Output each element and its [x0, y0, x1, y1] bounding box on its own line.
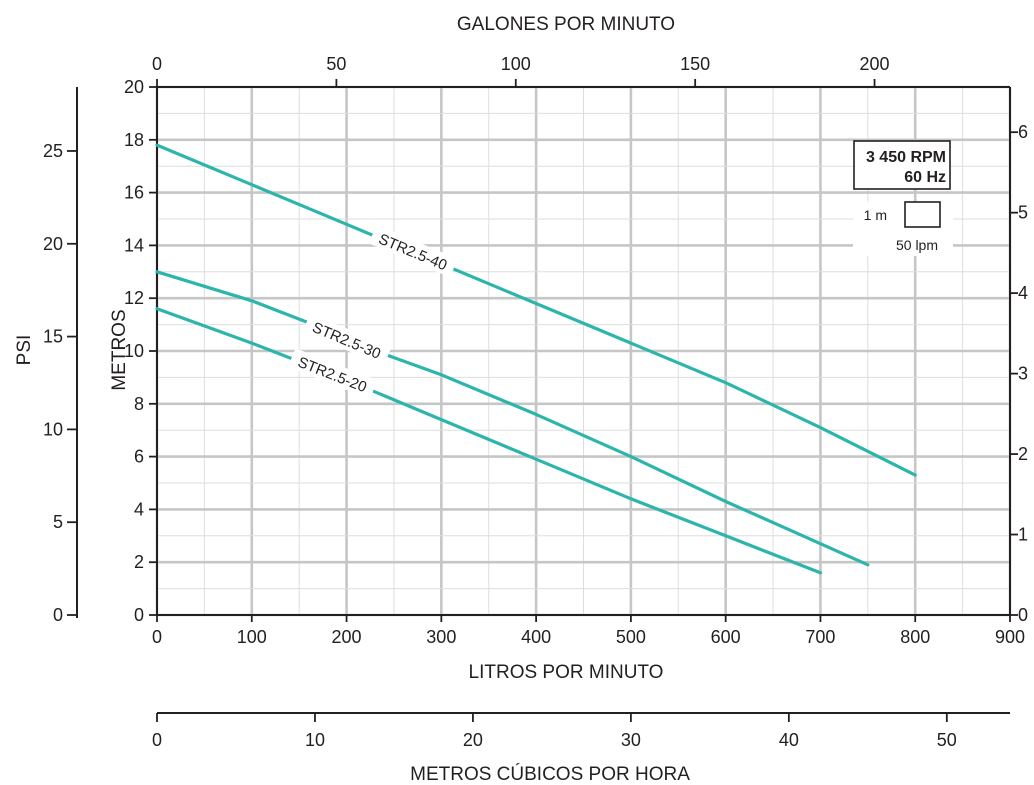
- y-tick-label: 20: [124, 77, 144, 97]
- psi-axis-title: PSI: [14, 335, 35, 366]
- m3h-tick-label: 50: [937, 730, 957, 750]
- y-tick-label: 12: [124, 288, 144, 308]
- psi-tick-label: 10: [43, 419, 63, 439]
- y-tick-label: 4: [134, 499, 144, 519]
- y-tick-label: 14: [124, 235, 144, 255]
- right-tick-label: 1: [1018, 525, 1028, 545]
- series-line-str2-5-40: [155, 143, 917, 477]
- x-tick-label: 0: [152, 627, 162, 647]
- x-tick-label: 400: [521, 627, 551, 647]
- scale-height-text: 1 m: [864, 207, 887, 223]
- scale-legend: 1 m 50 lpm: [853, 201, 953, 256]
- y-tick-label: 18: [124, 130, 144, 150]
- x-tick-label: 700: [805, 627, 835, 647]
- y-tick-label: 2: [134, 552, 144, 572]
- series-label-background: [369, 225, 457, 277]
- y-tick-label: 16: [124, 183, 144, 203]
- top-tick-label: 0: [152, 54, 162, 74]
- x-axis-title: LITROS POR MINUTO: [469, 662, 664, 683]
- y-tick-label: 6: [134, 447, 144, 467]
- psi-tick-label: 5: [53, 512, 63, 532]
- m3h-tick-label: 0: [152, 730, 162, 750]
- hz-text: 60 Hz: [904, 169, 946, 186]
- right-tick-label: 0: [1018, 605, 1028, 625]
- top-axis-title: GALONES POR MINUTO: [457, 14, 675, 35]
- right-tick-label: 2: [1018, 444, 1028, 464]
- psi-tick-label: 0: [53, 605, 63, 625]
- x-tick-label: 200: [332, 627, 362, 647]
- series-line-str2-5-30: [155, 270, 870, 567]
- psi-tick-label: 20: [43, 234, 63, 254]
- y-tick-label: 8: [134, 394, 144, 414]
- top-tick-label: 200: [860, 54, 890, 74]
- x-tick-label: 100: [237, 627, 267, 647]
- top-tick-label: 100: [501, 54, 531, 74]
- series-line-str2-5-20: [155, 307, 822, 575]
- rpm-text: 3 450 RPM: [866, 149, 946, 166]
- speed-annotation-box: 3 450 RPM 60 Hz: [853, 140, 951, 190]
- x-tick-label: 300: [426, 627, 456, 647]
- top-tick-label: 150: [680, 54, 710, 74]
- psi-tick-label: 25: [43, 141, 63, 161]
- bottom-axis-title: METROS CÚBICOS POR HORA: [410, 763, 690, 785]
- m3h-tick-label: 30: [621, 730, 641, 750]
- right-tick-label: 4: [1018, 283, 1028, 303]
- axes: 0 100 200 300 400 500 600 700 800 900024681012141…: [43, 54, 1028, 750]
- series-label-background: [288, 349, 377, 399]
- right-tick-label: 3: [1018, 364, 1028, 384]
- y-tick-label: 0: [134, 605, 144, 625]
- m3h-tick-label: 40: [779, 730, 799, 750]
- right-tick-label: 5: [1018, 203, 1028, 223]
- y-tick-label: 10: [124, 341, 144, 361]
- scale-width-text: 50 lpm: [896, 237, 938, 253]
- x-tick-label: 900: [995, 627, 1025, 647]
- curves: [155, 143, 917, 575]
- psi-tick-label: 15: [43, 327, 63, 347]
- right-tick-label: 6: [1018, 122, 1028, 142]
- series-label-background: [303, 314, 391, 365]
- m3h-tick-label: 10: [305, 730, 325, 750]
- top-tick-label: 50: [326, 54, 346, 74]
- x-tick-label: 800: [900, 627, 930, 647]
- y-axis-title: METROS: [109, 309, 130, 390]
- x-tick-label: 600: [711, 627, 741, 647]
- x-tick-label: 500: [616, 627, 646, 647]
- m3h-tick-label: 20: [463, 730, 483, 750]
